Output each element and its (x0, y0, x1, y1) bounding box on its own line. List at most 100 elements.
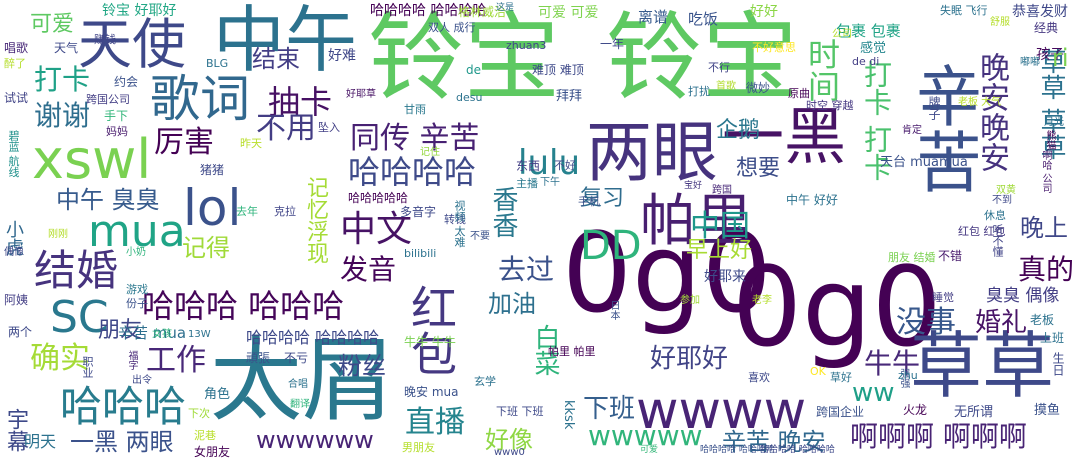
word: 晚上 (1020, 214, 1068, 242)
word: wwww (636, 381, 807, 441)
word: 摸鱼 (1034, 403, 1061, 418)
word: 不行 (708, 61, 730, 74)
word: 厉害 (154, 125, 214, 160)
word: 好好 (750, 4, 778, 20)
word: 玄学 (474, 375, 496, 388)
word: 职业 (81, 356, 94, 378)
word: 臭臭 偶像 (986, 286, 1060, 306)
word: 无所谓 (954, 405, 994, 420)
word: 牛牛 (864, 347, 921, 380)
word: 记忆浮现 (303, 176, 328, 264)
word: 一黑 两眼 (70, 428, 174, 456)
word: xswl (32, 128, 152, 191)
word: zhuan3 (506, 39, 547, 52)
word: 首歌 (716, 81, 736, 92)
word: 中午 (213, 0, 358, 82)
word: 頑張 (246, 351, 271, 365)
word: 双黄 (996, 185, 1016, 196)
word: 直播 (405, 405, 465, 440)
word: 打卡 打卡 (860, 60, 893, 181)
word: 听不懂 (991, 224, 1004, 257)
word: 猪猪 (200, 163, 225, 177)
word: 睡觉 (932, 291, 954, 304)
word: 手机 (578, 195, 600, 208)
word: 女孩 (152, 329, 172, 340)
word: 好像 (485, 426, 533, 454)
word: BLG (206, 57, 229, 70)
word: 老李 (752, 295, 772, 306)
word: 去过 (498, 253, 555, 286)
word: 13W (188, 329, 211, 340)
word: 跨国企业 (816, 405, 865, 419)
word: 坠入 (318, 121, 340, 134)
word: 甘雨 (404, 103, 426, 116)
word: 孩子 (1036, 47, 1064, 63)
word: kksk (561, 400, 576, 430)
word: 唱歌 (4, 41, 29, 55)
word: 中午 臭臭 (56, 186, 160, 214)
word: 一黑 (722, 100, 847, 173)
word: 打卡 (34, 63, 91, 96)
word: 朋友 结婚 (888, 251, 936, 264)
word: 草好 (830, 371, 852, 384)
word: 铃宝 (368, 2, 560, 114)
word: 合唱 (288, 379, 308, 390)
word: 下午 (540, 177, 560, 188)
word: 双人 成行 (428, 21, 476, 34)
word: wwwwww (256, 426, 374, 454)
word: 福字 (126, 350, 137, 370)
word: 发音 (340, 253, 397, 286)
word: 哈哈哈 (60, 382, 187, 431)
word: de (466, 63, 481, 77)
word: 想要 (736, 156, 781, 181)
word: 份子 (126, 297, 148, 310)
word: 两眼 (586, 114, 718, 191)
word: 企鹅 (716, 118, 761, 143)
word: 帕里 帕里 (548, 345, 596, 358)
word: 经典 (1034, 21, 1059, 35)
word: 香香 (488, 186, 518, 238)
word: 碧蓝 航线 (7, 130, 20, 178)
word: 朋友 (98, 318, 143, 343)
word: 强强 (898, 368, 909, 388)
word: 牛牛 牛牛 (404, 335, 456, 349)
word: 偶像 (4, 247, 24, 258)
word: 哈哈哈哈哈 (348, 191, 409, 205)
word: 妈妈 (106, 125, 128, 138)
word: de di (852, 55, 880, 68)
word: ri (1052, 44, 1069, 72)
word: 多音字 (400, 205, 437, 219)
word: 视频 太难 (453, 200, 466, 248)
word: 一年 (600, 37, 625, 51)
word: 不要 (470, 231, 490, 242)
word: 结婚 (34, 246, 119, 295)
word: lulu (518, 143, 580, 183)
word: 泥巷 (194, 429, 216, 442)
word: 下班 下班 (496, 405, 544, 418)
word: 跨国 (712, 185, 732, 196)
word: 歌词 (150, 70, 250, 128)
word: 下次 (188, 407, 210, 420)
word: 老板 大气 (958, 97, 1002, 108)
word: 明天 (24, 432, 57, 451)
word: 复习 (580, 186, 625, 211)
word: www0 (494, 447, 525, 458)
word: 辛苦 mua (118, 324, 187, 342)
word: 牌子 (927, 96, 941, 120)
word: 火龙 (903, 403, 928, 417)
word: 同传 辛苦 (350, 121, 480, 156)
word: 哈哈哈哈 哈哈哈哈 (700, 445, 775, 455)
word: 好耶好 (650, 344, 729, 374)
word: 记住 (420, 147, 440, 158)
word: 赚钱 (94, 33, 116, 46)
word: 工作 (146, 343, 206, 378)
word: ww (852, 378, 895, 408)
word: 天气 (54, 41, 79, 55)
word: 舒服 (990, 17, 1010, 28)
word: mua (88, 206, 186, 257)
word: 红包 红包 (958, 225, 1006, 238)
word: 约会 (114, 75, 139, 89)
word: 小虎 (3, 220, 24, 256)
word: 试试 (4, 91, 29, 105)
word: OK (810, 365, 826, 378)
